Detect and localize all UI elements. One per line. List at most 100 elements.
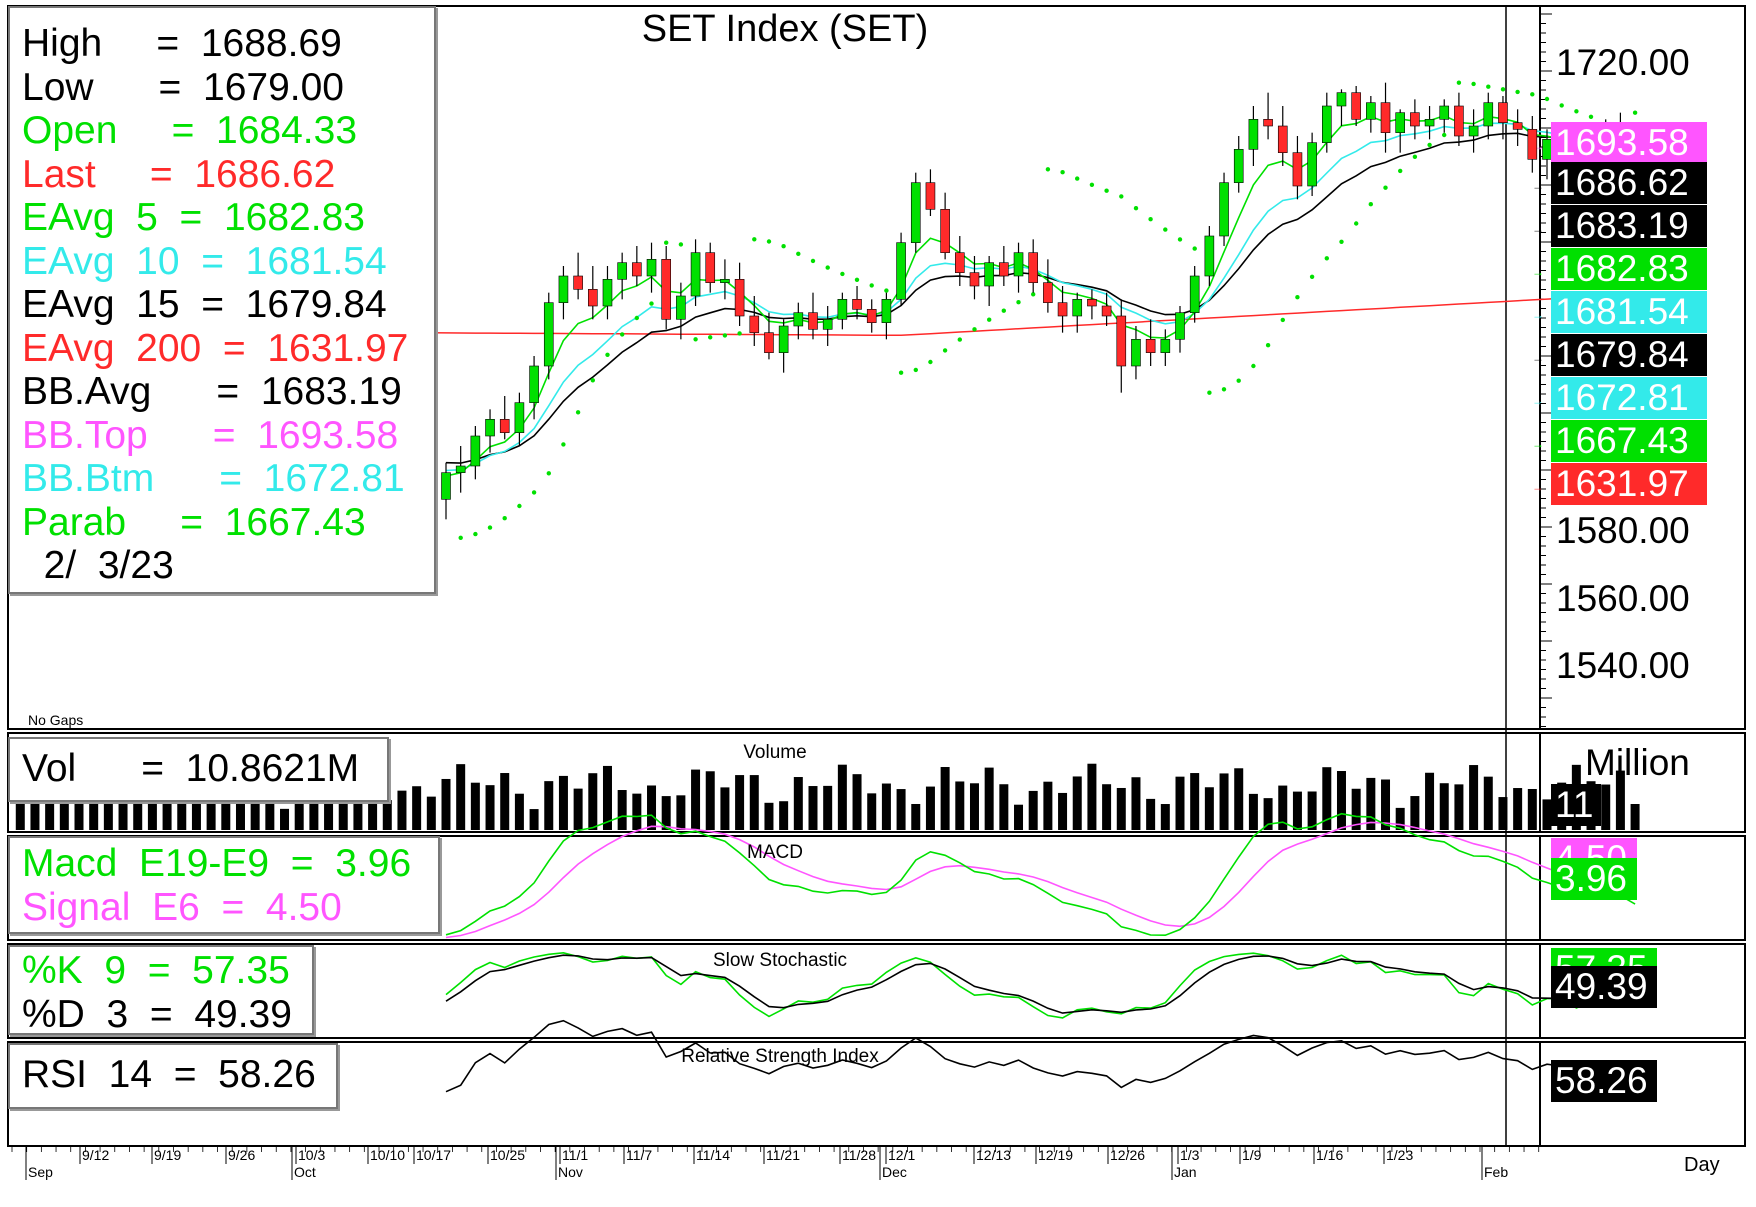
month-label: Sep bbox=[28, 1164, 53, 1180]
sar-dot bbox=[1309, 274, 1315, 279]
day-label: 10/3 bbox=[298, 1147, 325, 1163]
sar-dot bbox=[1515, 89, 1520, 95]
candle-body bbox=[925, 182, 936, 210]
info-row: BB.Top = 1693.58 bbox=[22, 413, 399, 457]
sar-dot bbox=[502, 516, 507, 521]
candle bbox=[1277, 105, 1288, 166]
sar-dot bbox=[1486, 84, 1491, 89]
volume-bar bbox=[15, 780, 25, 830]
candle bbox=[734, 262, 745, 326]
stochastic-k-line bbox=[445, 951, 1636, 1019]
sar-dot bbox=[972, 327, 977, 332]
volume-bar bbox=[1072, 776, 1082, 830]
volume-bar bbox=[1087, 763, 1097, 830]
candle-body bbox=[676, 295, 686, 320]
sar-dot bbox=[1412, 154, 1418, 159]
volume-bar bbox=[1102, 784, 1112, 830]
volume-bar bbox=[1381, 779, 1391, 830]
volume-bar bbox=[1307, 791, 1317, 830]
candle-body bbox=[1160, 339, 1171, 353]
sar-dot bbox=[869, 283, 874, 288]
candle bbox=[573, 252, 583, 300]
chart-title: SET Index (SET) bbox=[641, 8, 929, 50]
candle-body bbox=[896, 242, 906, 300]
price-tag: 1682.83 bbox=[1551, 248, 1707, 290]
macd-info-box: Macd E19-E9 = 3.96 Signal E6 = 4.50 bbox=[8, 836, 440, 934]
candle-body bbox=[1395, 112, 1405, 133]
volume-bar bbox=[1366, 777, 1376, 830]
volume-bar bbox=[558, 775, 568, 830]
rsi-panel bbox=[445, 1019, 1636, 1093]
candle bbox=[1175, 305, 1185, 353]
volume-bar bbox=[955, 781, 965, 830]
info-row: EAvg 200 = 1631.97 bbox=[22, 326, 409, 370]
candle-body bbox=[749, 315, 760, 333]
candle bbox=[543, 292, 554, 380]
sar-dot bbox=[1559, 103, 1564, 108]
volume-bar bbox=[837, 764, 847, 830]
candle bbox=[764, 312, 774, 360]
macd-value-tag: 3.96 bbox=[1551, 858, 1637, 900]
volume-bar bbox=[1322, 767, 1332, 830]
candle bbox=[455, 445, 466, 493]
volume-bar bbox=[1292, 791, 1302, 830]
candle-body bbox=[1057, 302, 1068, 317]
volume-bar bbox=[676, 795, 686, 830]
volume-bar bbox=[1146, 798, 1156, 830]
candle-body bbox=[617, 262, 627, 280]
stochastic-info-line1: %K 9 = 57.35 bbox=[22, 949, 290, 992]
candle bbox=[925, 169, 936, 216]
price-tag: 1686.62 bbox=[1551, 162, 1707, 204]
volume-bar bbox=[1513, 788, 1523, 830]
volume-bar bbox=[764, 802, 774, 830]
volume-bar bbox=[1454, 784, 1464, 830]
price-tag: 1667.43 bbox=[1551, 420, 1707, 462]
info-row: BB.Avg = 1683.19 bbox=[22, 370, 402, 413]
candle bbox=[1292, 135, 1303, 200]
volume-bar bbox=[720, 787, 730, 830]
tag-arrow: → bbox=[1532, 222, 1544, 236]
sar-dot bbox=[1280, 317, 1286, 323]
volume-tag: 11 bbox=[1551, 784, 1601, 826]
candle-body bbox=[940, 209, 950, 253]
day-label: 12/1 bbox=[888, 1147, 915, 1163]
candle bbox=[1483, 92, 1494, 140]
sar-dot bbox=[1500, 87, 1506, 92]
candle bbox=[1498, 95, 1508, 140]
sar-dot bbox=[1177, 237, 1183, 242]
sar-dot bbox=[1456, 80, 1462, 85]
volume-bar bbox=[749, 775, 759, 830]
date-axis: 9/12 9/19 9/26 10/3 10/10 10/17 10/25 11/1 11/7 1… bbox=[11, 1145, 1540, 1180]
candle-body bbox=[969, 272, 980, 287]
candle-body bbox=[1527, 129, 1538, 160]
candle bbox=[1248, 105, 1259, 166]
sar-dot bbox=[884, 288, 889, 293]
candle bbox=[470, 425, 481, 480]
sar-dot bbox=[1221, 387, 1227, 392]
volume-bar bbox=[1469, 765, 1479, 830]
volume-bar bbox=[573, 788, 583, 830]
candle-body bbox=[1322, 105, 1332, 143]
candle-body bbox=[499, 419, 510, 433]
volume-bar bbox=[1439, 783, 1449, 830]
tag-arrow: → bbox=[1532, 179, 1544, 193]
day-label: 9/26 bbox=[228, 1147, 255, 1163]
tag-arrow: → bbox=[1532, 351, 1544, 365]
sar-dot bbox=[1368, 202, 1374, 207]
volume-bar bbox=[1395, 807, 1405, 830]
day-label: 1/16 bbox=[1316, 1147, 1343, 1163]
volume-bar bbox=[925, 786, 935, 830]
candle-body bbox=[1233, 149, 1244, 183]
volume-bar bbox=[735, 775, 745, 830]
candle bbox=[646, 242, 657, 293]
candle-body bbox=[1072, 299, 1083, 317]
sar-dot bbox=[575, 410, 581, 415]
candle-body bbox=[808, 312, 818, 330]
volume-bar bbox=[881, 783, 891, 830]
sar-dot bbox=[1251, 363, 1256, 369]
sar-dot bbox=[1192, 246, 1197, 251]
ema200-line bbox=[402, 293, 1636, 337]
sar-dot bbox=[898, 370, 904, 375]
candle-body bbox=[1468, 125, 1479, 137]
sar-dot bbox=[590, 378, 595, 383]
